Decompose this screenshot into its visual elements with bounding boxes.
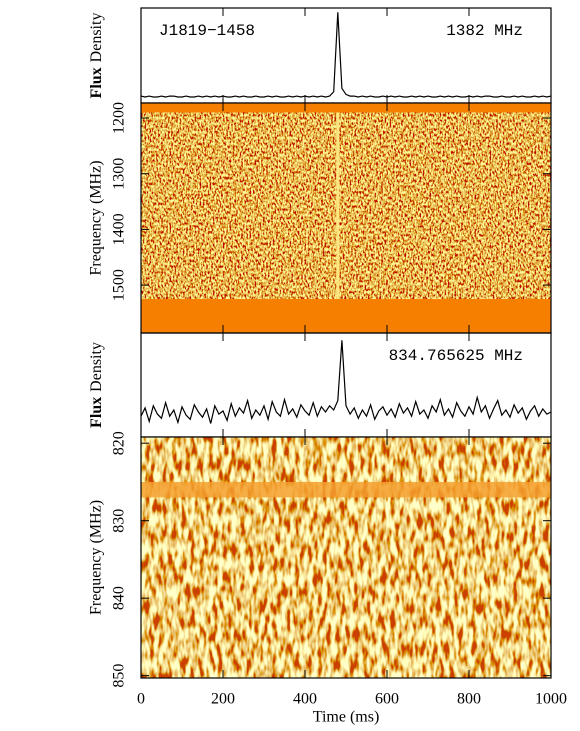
- y-tick-label: 1400: [111, 213, 128, 245]
- x-tick-label: 0: [137, 691, 145, 708]
- y-tick-label: 1200: [111, 102, 128, 134]
- y-axis-label-part: Flux: [88, 397, 105, 428]
- dynamic-spectrum: [141, 437, 551, 678]
- x-tick-label: 800: [457, 691, 481, 708]
- x-tick-label: 600: [375, 691, 399, 708]
- panel-frame: [140, 436, 552, 679]
- y-axis-label-part: Density: [88, 13, 105, 63]
- y-axis-label: Frequency (MHz): [88, 500, 105, 615]
- masked-band: [141, 103, 551, 113]
- x-tick-label: 200: [211, 691, 235, 708]
- y-axis-label: Frequency (MHz): [88, 160, 105, 275]
- y-tick-label: 1500: [111, 269, 128, 301]
- masked-band: [141, 481, 551, 498]
- y-tick-label: 820: [111, 431, 128, 455]
- pulse: [336, 112, 340, 300]
- annotation: 834.765625 MHz: [389, 347, 523, 365]
- x-tick-label: 400: [293, 691, 317, 708]
- flux-profile: [140, 12, 552, 98]
- y-axis-label: Flux Density: [88, 342, 105, 428]
- y-tick-label: 1300: [111, 158, 128, 190]
- x-axis-label: Time (ms): [313, 709, 380, 726]
- y-axis-label-part: Density: [88, 342, 105, 392]
- annotation: J1819−1458: [159, 22, 255, 40]
- flux-profile: [140, 340, 552, 425]
- masked-band: [141, 299, 551, 333]
- dynamic-spectrum: [141, 103, 551, 333]
- y-tick-label: 850: [111, 664, 128, 688]
- y-tick-label: 830: [111, 509, 128, 533]
- y-axis-label-part: Flux: [88, 67, 105, 98]
- y-axis-label: Flux Density: [88, 13, 105, 99]
- y-tick-label: 840: [111, 586, 128, 610]
- x-tick-label: 1000: [535, 691, 567, 708]
- annotation: 1382 MHz: [446, 22, 523, 40]
